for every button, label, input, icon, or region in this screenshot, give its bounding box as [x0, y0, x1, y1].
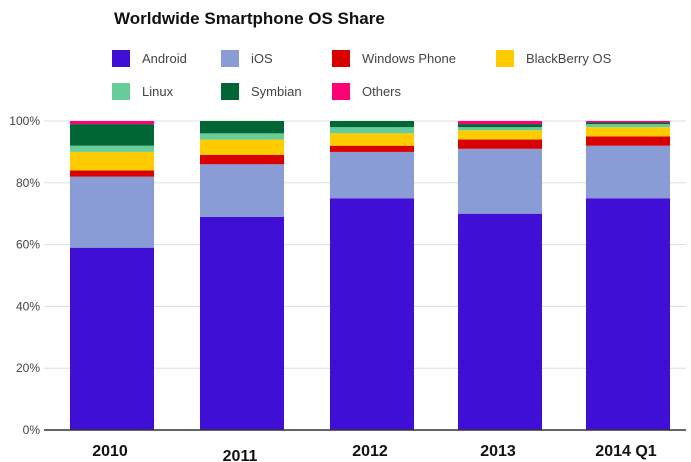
legend: Android iOS Windows Phone BlackBerry OS Linu…: [112, 50, 612, 100]
legend-swatch-blackberry-os: [496, 50, 514, 67]
legend-label-others: Others: [362, 84, 402, 99]
bar-segment-linux: [200, 133, 284, 140]
legend-label-symbian: Symbian: [251, 84, 302, 99]
bar-segment-symbian: [586, 122, 670, 125]
y-axis: 0% 20% 40% 60% 80% 100%: [9, 114, 40, 437]
x-axis: 2010 2011 2012 2013 2014 Q1: [92, 443, 657, 462]
bar-segment-others: [70, 121, 154, 125]
legend-label-windows-phone: Windows Phone: [362, 51, 456, 66]
legend-swatch-others: [332, 83, 350, 100]
legend-label-linux: Linux: [142, 84, 174, 99]
legend-swatch-symbian: [221, 83, 239, 100]
bar-segment-linux: [70, 145, 154, 152]
bar-segment-android: [458, 213, 542, 430]
bar-segment-ios: [458, 148, 542, 214]
bar-segment-symbian: [70, 124, 154, 146]
y-tick-label: 40%: [16, 299, 40, 313]
bars: [70, 121, 670, 430]
bar-stack-2013: [458, 121, 542, 430]
bar-segment-android: [200, 216, 284, 430]
bar-segment-symbian: [458, 124, 542, 128]
bar-segment-blackberry-os: [586, 127, 670, 137]
bar-segment-blackberry-os: [458, 130, 542, 140]
bar-stack-2011: [200, 121, 284, 430]
bar-segment-windows-phone: [200, 154, 284, 165]
bar-stack-2014-q1: [586, 121, 670, 430]
legend-label-blackberry-os: BlackBerry OS: [526, 51, 612, 66]
x-tick-label: 2013: [480, 443, 516, 460]
bar-segment-ios: [200, 164, 284, 217]
x-tick-label: 2010: [92, 443, 128, 460]
legend-swatch-android: [112, 50, 130, 67]
chart-title: Worldwide Smartphone OS Share: [114, 9, 385, 28]
bar-segment-linux: [458, 127, 542, 131]
legend-swatch-windows-phone: [332, 50, 350, 67]
bar-segment-windows-phone: [586, 136, 670, 146]
legend-swatch-ios: [221, 50, 239, 67]
legend-label-ios: iOS: [251, 51, 273, 66]
bar-segment-linux: [330, 127, 414, 134]
bar-segment-symbian: [330, 121, 414, 128]
y-tick-label: 80%: [16, 176, 40, 190]
x-tick-label: 2012: [352, 443, 388, 460]
y-tick-label: 0%: [23, 423, 41, 437]
x-tick-label: 2011: [223, 448, 258, 462]
bar-segment-blackberry-os: [70, 151, 154, 171]
bar-stack-2010: [70, 121, 154, 430]
bar-segment-blackberry-os: [200, 139, 284, 155]
legend-swatch-linux: [112, 83, 130, 100]
y-tick-label: 60%: [16, 238, 40, 252]
bar-segment-ios: [70, 176, 154, 248]
bar-segment-linux: [586, 124, 670, 128]
bar-segment-android: [70, 247, 154, 430]
bar-segment-windows-phone: [330, 145, 414, 152]
bar-segment-others: [586, 121, 670, 123]
bar-segment-android: [586, 198, 670, 430]
bar-segment-others: [458, 121, 542, 125]
bar-segment-blackberry-os: [330, 133, 414, 146]
x-tick-label: 2014 Q1: [595, 443, 656, 460]
bar-stack-2012: [330, 121, 414, 430]
legend-label-android: Android: [142, 51, 187, 66]
bar-segment-android: [330, 198, 414, 430]
bar-segment-windows-phone: [458, 139, 542, 149]
y-tick-label: 20%: [16, 361, 40, 375]
y-tick-label: 100%: [9, 114, 40, 128]
bar-segment-ios: [330, 151, 414, 199]
bar-segment-symbian: [200, 121, 284, 134]
bar-segment-ios: [586, 145, 670, 199]
bar-segment-windows-phone: [70, 170, 154, 177]
